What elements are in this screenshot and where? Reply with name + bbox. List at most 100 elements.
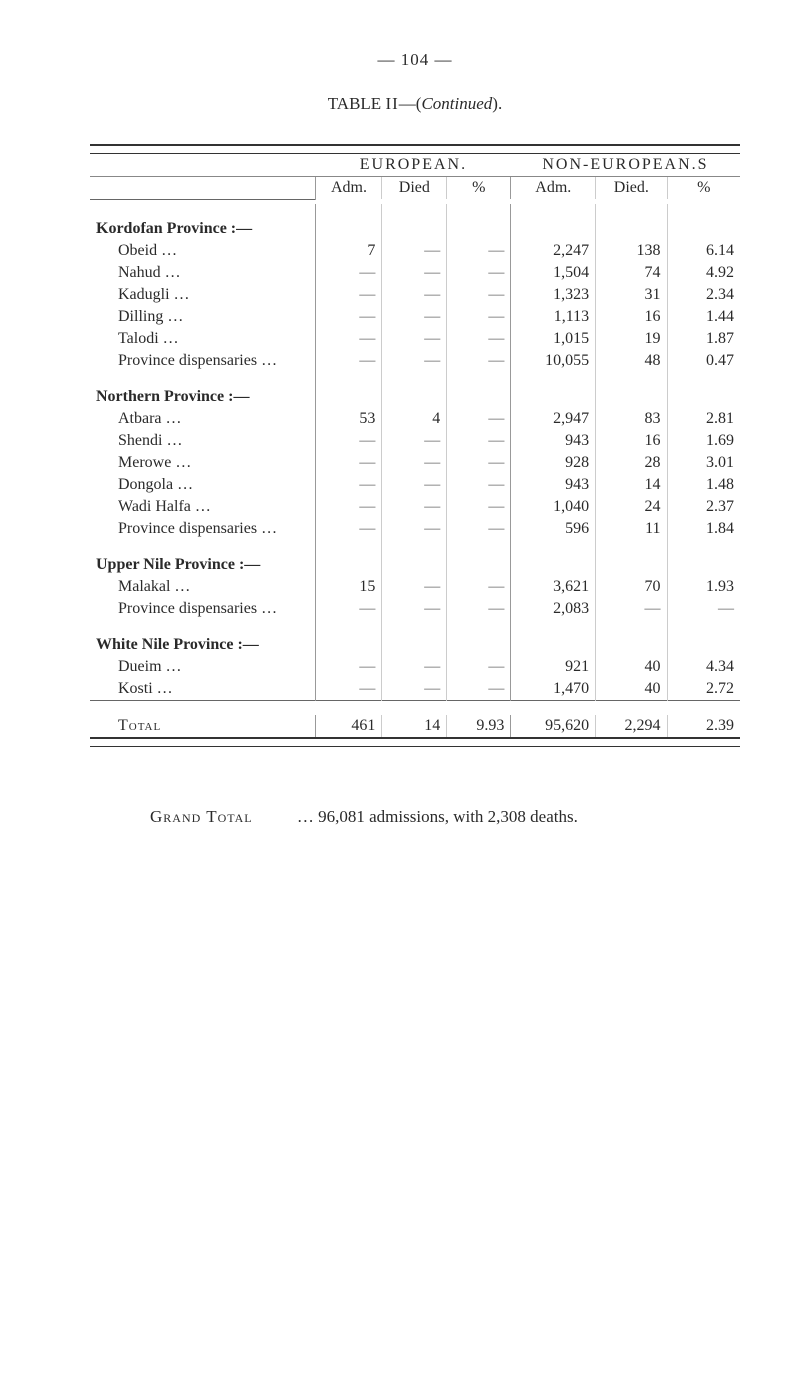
grand-total-label: Grand Total [150,807,253,826]
cell: 4.34 [667,656,740,678]
cell: 7 [316,240,382,262]
cell: — [447,598,511,620]
cell: 40 [596,678,667,701]
cell: 1.69 [667,430,740,452]
page-number: — 104 — [90,50,740,70]
cell: 53 [316,408,382,430]
cell: — [316,306,382,328]
table-title-word: Continued [421,94,492,113]
cell: — [447,284,511,306]
cell: 14 [596,474,667,496]
header-pct-2: % [667,177,740,200]
cell: 1,015 [511,328,596,350]
province-heading: Upper Nile Province :— [90,540,740,576]
cell: — [316,452,382,474]
cell: — [382,350,447,372]
header-adm-1: Adm. [316,177,382,200]
table-row: Wadi Halfa …———1,040242.37 [90,496,740,518]
cell: 1,470 [511,678,596,701]
cell: 943 [511,430,596,452]
cell: 19 [596,328,667,350]
cell: 4.92 [667,262,740,284]
cell: 1.87 [667,328,740,350]
cell: 1,504 [511,262,596,284]
cell: 4 [382,408,447,430]
cell: — [447,328,511,350]
total-adm1: 461 [316,715,382,738]
cell: 2,947 [511,408,596,430]
table-title-prefix: TABLE [328,94,381,113]
cell: 1,040 [511,496,596,518]
province-heading: Northern Province :— [90,372,740,408]
row-label: Kosti … [90,678,316,701]
cell: 11 [596,518,667,540]
cell: 2,083 [511,598,596,620]
row-label: Wadi Halfa … [90,496,316,518]
total-label: Total [90,715,316,738]
table-row: Province dispensaries …———10,055480.47 [90,350,740,372]
cell: 1.48 [667,474,740,496]
cell: 16 [596,306,667,328]
table-row: Province dispensaries …———596111.84 [90,518,740,540]
table-row: Dueim …———921404.34 [90,656,740,678]
cell: 928 [511,452,596,474]
cell: — [382,474,447,496]
row-label: Dongola … [90,474,316,496]
cell: — [382,576,447,598]
cell: — [447,430,511,452]
cell: — [382,430,447,452]
cell: 40 [596,656,667,678]
table-title-num: II [385,94,398,113]
row-label: Province dispensaries … [90,350,316,372]
cell: — [316,496,382,518]
row-label: Nahud … [90,262,316,284]
row-label: Dilling … [90,306,316,328]
main-table: EUROPEAN. NON-EUROPEAN.S Adm. Died % Adm… [90,144,740,747]
total-adm2: 95,620 [511,715,596,738]
header-pct-1: % [447,177,511,200]
table-row: Talodi …———1,015191.87 [90,328,740,350]
cell: 83 [596,408,667,430]
cell: 31 [596,284,667,306]
cell: — [382,240,447,262]
cell: — [382,452,447,474]
table-title-close: ). [492,94,502,113]
cell: — [316,678,382,701]
row-label: Shendi … [90,430,316,452]
cell: 24 [596,496,667,518]
province-title: Northern Province :— [90,372,316,408]
cell: — [382,328,447,350]
cell: 2.72 [667,678,740,701]
cell: 16 [596,430,667,452]
cell: — [447,474,511,496]
cell: — [382,496,447,518]
cell: 2.81 [667,408,740,430]
table-title: TABLE II—(Continued). [90,94,740,114]
cell: — [382,656,447,678]
cell: 1.84 [667,518,740,540]
cell: — [447,240,511,262]
cell: — [316,598,382,620]
rule-top [90,145,740,154]
cell: — [382,518,447,540]
cell: 1.93 [667,576,740,598]
row-label: Atbara … [90,408,316,430]
cell: — [447,678,511,701]
group-header-row: EUROPEAN. NON-EUROPEAN.S [90,154,740,177]
row-label: Obeid … [90,240,316,262]
header-european: EUROPEAN. [316,154,511,177]
table-row: Nahud …———1,504744.92 [90,262,740,284]
table-row: Dilling …———1,113161.44 [90,306,740,328]
cell: 48 [596,350,667,372]
cell: — [316,518,382,540]
row-label: Merowe … [90,452,316,474]
row-label: Dueim … [90,656,316,678]
cell: — [316,284,382,306]
cell: 2.37 [667,496,740,518]
total-pct1: 9.93 [447,715,511,738]
cell: — [447,518,511,540]
cell: — [316,262,382,284]
cell: — [382,678,447,701]
total-pct2: 2.39 [667,715,740,738]
header-adm-2: Adm. [511,177,596,200]
